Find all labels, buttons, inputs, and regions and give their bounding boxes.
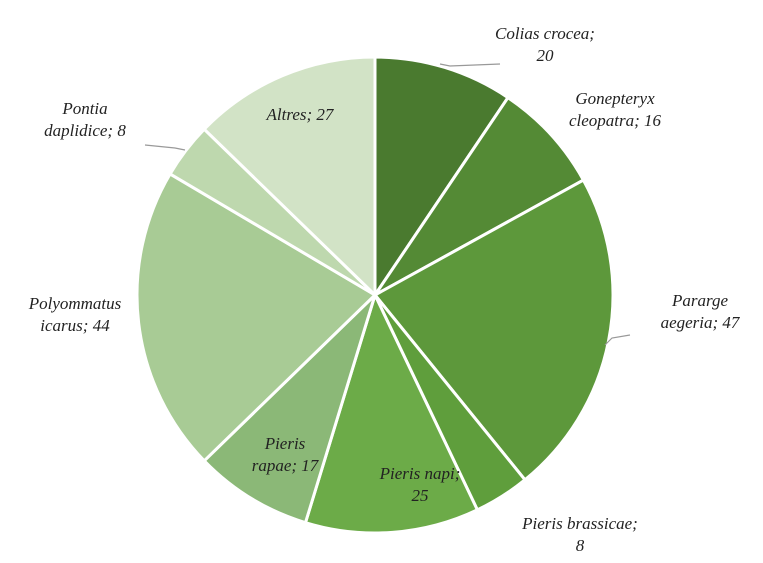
pie-slice (202, 293, 377, 525)
pie-slice (135, 171, 378, 463)
pie-slice (373, 95, 586, 297)
pie-slice (202, 55, 377, 299)
pie-slice (303, 290, 480, 535)
data-label: Altres; 27 (266, 105, 334, 124)
leader-line (144, 144, 186, 151)
data-label: Pieris rapae; 17 (251, 434, 319, 475)
pie-slice (373, 55, 511, 300)
data-label: Colias crocea; 20 (495, 24, 595, 65)
data-label: Pieris brassicae; 8 (522, 514, 638, 555)
data-label: Pontia daplidice; 8 (44, 99, 126, 140)
leader-line (439, 63, 501, 67)
data-label: Gonepteryx cleopatra; 16 (568, 89, 662, 130)
data-label: Pieris napi; 25 (379, 464, 461, 505)
data-label: Pararge aegeria; 47 (660, 291, 740, 332)
leader-line (604, 334, 631, 346)
data-label: Polyommatus icarus; 44 (28, 294, 122, 335)
